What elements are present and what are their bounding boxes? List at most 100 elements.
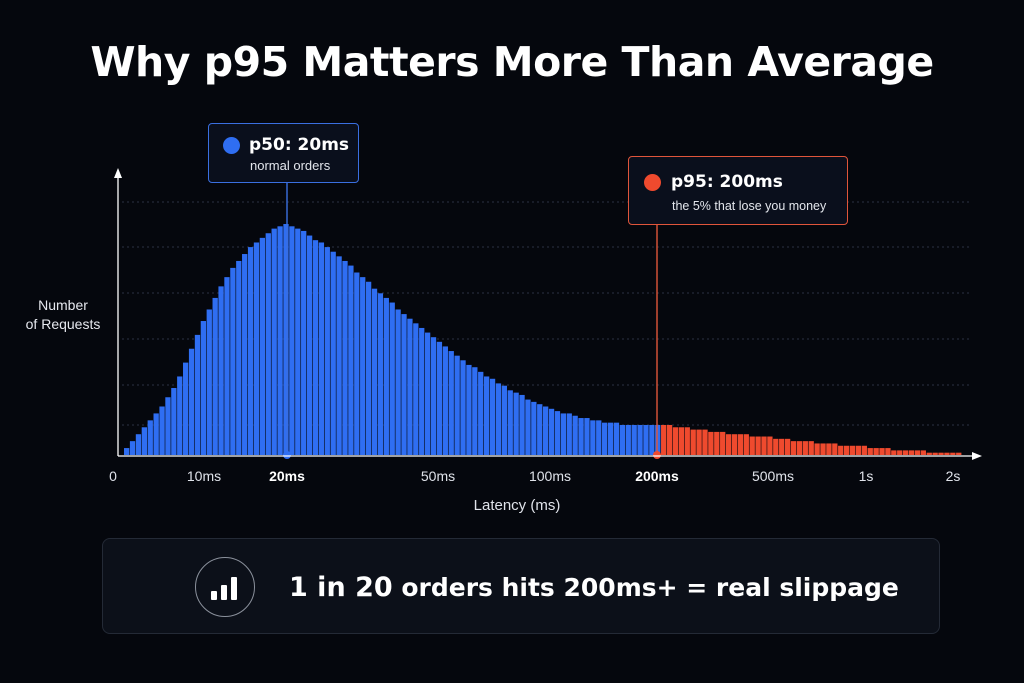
- histogram-bar: [513, 392, 519, 455]
- tail-bar: [873, 448, 879, 455]
- tail-bar: [773, 438, 779, 455]
- histogram-bar: [613, 422, 620, 455]
- tail-bar: [696, 429, 702, 455]
- tail-bar: [838, 445, 844, 455]
- histogram-bar: [336, 256, 342, 455]
- histogram-bar: [596, 420, 602, 455]
- histogram-bar: [348, 265, 354, 455]
- histogram-bar: [360, 277, 366, 455]
- tail-bar: [796, 441, 803, 455]
- histogram-bar: [413, 323, 419, 455]
- x-tick-label: 100ms: [529, 468, 571, 484]
- histogram-bar: [548, 408, 555, 455]
- tail-bar: [920, 450, 926, 455]
- histogram-bar: [124, 448, 130, 455]
- tail-bar: [755, 436, 761, 455]
- bar-chart-icon: [195, 557, 255, 617]
- histogram-bar: [354, 272, 360, 455]
- histogram-bar: [637, 424, 643, 455]
- histogram-bar: [625, 424, 631, 455]
- histogram-bar: [259, 237, 266, 455]
- tail-bar: [849, 445, 856, 455]
- y-axis-label-line1: Number: [38, 297, 88, 313]
- tail-bar: [914, 450, 921, 455]
- histogram-bar: [242, 254, 248, 455]
- histogram-bar: [619, 424, 626, 455]
- histogram-bar: [301, 230, 307, 455]
- histogram-bar: [230, 267, 236, 455]
- tail-bar: [932, 452, 938, 455]
- tail-bar: [661, 424, 667, 455]
- histogram-bar: [554, 411, 561, 455]
- histogram-bar: [159, 406, 165, 455]
- histogram-bar: [430, 337, 437, 455]
- histogram-bar: [224, 277, 230, 455]
- histogram-bar: [560, 413, 566, 455]
- tail-bar: [761, 436, 767, 455]
- p95-marker-dot: [653, 451, 661, 459]
- histogram-bar: [218, 286, 224, 455]
- histogram-bar: [501, 385, 507, 455]
- histogram-bar: [537, 404, 543, 455]
- tail-bar: [938, 452, 944, 455]
- histogram-bar: [389, 302, 395, 455]
- histogram-bar: [607, 422, 614, 455]
- histogram-bar: [519, 394, 525, 455]
- histogram-bar: [442, 346, 448, 455]
- tail-bar: [678, 427, 685, 455]
- histogram-bar: [129, 441, 136, 455]
- tail-bar: [702, 429, 708, 455]
- histogram-bar: [330, 251, 336, 455]
- tail-bar: [790, 441, 797, 455]
- tail-bar: [820, 443, 826, 455]
- histogram-bar: [147, 420, 153, 455]
- summary-banner: 1 in 20 orders hits 200ms+ = real slippa…: [102, 538, 940, 634]
- histogram-bar: [206, 309, 212, 455]
- tail-bar: [879, 448, 885, 455]
- histogram-bar: [171, 388, 177, 455]
- histogram-bar: [383, 297, 389, 455]
- histogram-bar: [407, 318, 413, 455]
- chart-title: Why p95 Matters More Than Average: [90, 38, 934, 86]
- histogram-bar: [578, 418, 584, 455]
- x-tick-label: 2s: [946, 468, 961, 484]
- histogram-bar: [188, 348, 195, 455]
- histogram-bar: [489, 378, 496, 455]
- x-tick-label: 0: [109, 468, 117, 484]
- histogram-bar: [643, 424, 649, 455]
- tail-bar: [832, 443, 838, 455]
- histogram-bar: [655, 424, 661, 455]
- tail-bar: [725, 434, 732, 455]
- p95-callout: p95: 200ms the 5% that lose you money: [628, 156, 848, 225]
- tail-bar: [908, 450, 915, 455]
- p95-sublabel: the 5% that lose you money: [672, 199, 827, 213]
- histogram-bar: [271, 228, 277, 455]
- tail-bar: [885, 448, 891, 455]
- histogram-bar: [177, 376, 183, 455]
- histogram-bar: [306, 235, 313, 455]
- x-axis-arrow: [972, 452, 982, 460]
- tail-bar: [944, 452, 950, 455]
- p50-label: p50: 20ms: [249, 135, 350, 155]
- histogram-bar: [135, 434, 142, 455]
- histogram-bar: [543, 406, 549, 455]
- p95-label: p95: 200ms: [671, 172, 783, 192]
- x-tick-label: 50ms: [421, 468, 455, 484]
- tail-bar: [749, 436, 755, 455]
- histogram-bar: [525, 399, 531, 455]
- histogram-bar: [424, 332, 431, 455]
- tail-bar: [684, 427, 690, 455]
- histogram-bar: [566, 413, 572, 455]
- tail-bar: [690, 429, 696, 455]
- histogram-bar: [212, 297, 218, 455]
- x-tick-label: 10ms: [187, 468, 221, 484]
- tail-bar: [737, 434, 744, 455]
- histogram-bar: [247, 247, 254, 455]
- histogram-bar: [312, 240, 319, 455]
- histogram-bar: [277, 226, 283, 455]
- x-axis-label: Latency (ms): [474, 497, 561, 514]
- histogram-bar: [472, 367, 478, 455]
- tail-bar: [714, 431, 720, 455]
- summary-lead: 1 in 20: [289, 572, 393, 603]
- histogram-bar: [584, 418, 590, 455]
